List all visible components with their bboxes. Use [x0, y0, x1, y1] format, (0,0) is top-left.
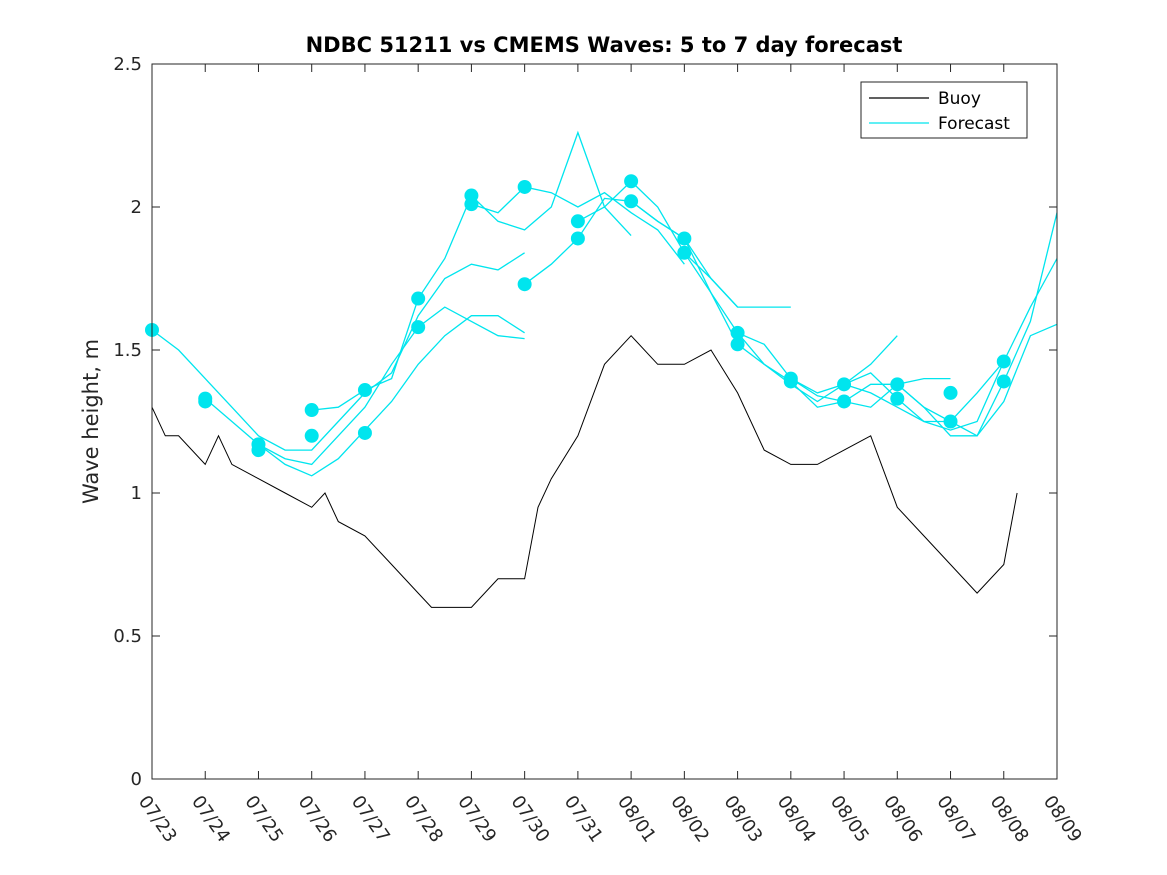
- forecast-start-marker: [357, 383, 372, 398]
- y-tick-label: 2.5: [113, 54, 142, 75]
- legend: Buoy Forecast: [860, 81, 1028, 139]
- forecast-line: [151, 252, 525, 451]
- y-tick-label: 1.5: [113, 340, 142, 361]
- forecast-line: [683, 252, 951, 408]
- y-axis-label: Wave height, m: [79, 339, 103, 504]
- forecast-start-marker: [783, 374, 798, 389]
- plot-area: 00.511.522.507/23 07/24 07/25 07/26 07/27 07/…: [113, 54, 1086, 846]
- legend-box: [860, 81, 1028, 139]
- forecast-start-marker: [411, 291, 426, 306]
- forecast-start-marker: [624, 174, 639, 189]
- y-tick-label: 0: [131, 769, 142, 790]
- buoy-series-group: [151, 334, 1018, 608]
- forecast-start-marker: [517, 277, 532, 292]
- forecast-start-marker: [464, 197, 479, 212]
- forecast-start-marker: [677, 245, 692, 260]
- forecast-start-marker: [837, 377, 852, 392]
- forecast-start-marker: [943, 414, 958, 429]
- forecast-start-marker: [730, 325, 745, 340]
- forecast-start-marker: [996, 374, 1011, 389]
- forecast-start-marker: [251, 443, 266, 458]
- buoy-line: [151, 334, 1018, 608]
- forecast-start-marker: [943, 385, 958, 400]
- forecast-line: [471, 186, 685, 265]
- chart-title: NDBC 51211 vs CMEMS Waves: 5 to 7 day fo…: [306, 33, 903, 57]
- legend-label-buoy: Buoy: [938, 89, 981, 109]
- y-tick-label: 0.5: [113, 626, 142, 647]
- forecast-start-marker: [837, 394, 852, 409]
- forecast-start-marker: [357, 425, 372, 440]
- forecast-start-marker: [730, 337, 745, 352]
- forecast-line: [737, 332, 1005, 423]
- forecast-start-marker: [517, 179, 532, 194]
- legend-label-forecast: Forecast: [938, 114, 1010, 134]
- axes-background: [152, 64, 1057, 779]
- forecast-start-marker: [570, 214, 585, 229]
- forecast-start-marker: [996, 354, 1011, 369]
- forecast-series-group: [151, 130, 1058, 477]
- y-tick-label: 2: [131, 197, 142, 218]
- forecast-start-marker: [411, 320, 426, 335]
- forecast-start-marker: [677, 231, 692, 246]
- forecast-line: [843, 258, 1058, 431]
- forecast-start-marker: [624, 194, 639, 209]
- forecast-start-marker: [570, 231, 585, 246]
- forecast-line: [258, 315, 525, 477]
- forecast-start-marker: [304, 403, 319, 418]
- forecast-line: [896, 323, 1058, 437]
- forecast-start-marker: [304, 428, 319, 443]
- y-tick-label: 1: [131, 483, 142, 504]
- forecast-start-marker: [890, 377, 905, 392]
- forecast-markers-group: [145, 174, 1011, 458]
- axes-box: [151, 63, 1058, 780]
- forecast-start-marker: [890, 391, 905, 406]
- forecast-line: [630, 200, 898, 394]
- forecast-start-marker: [198, 394, 213, 409]
